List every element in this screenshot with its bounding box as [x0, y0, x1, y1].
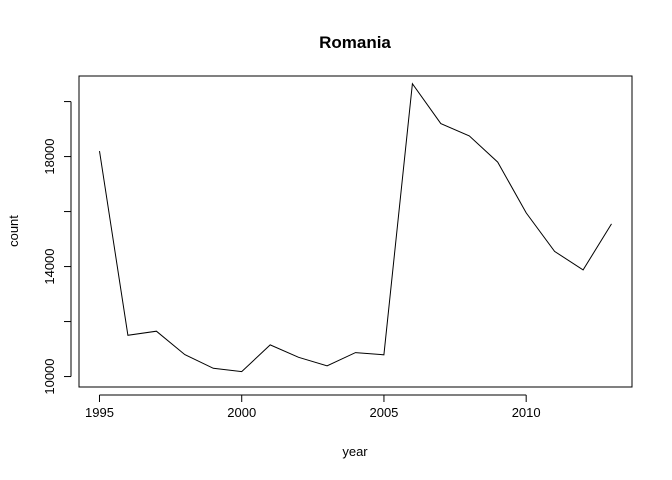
y-tick-label: 18000 — [42, 138, 57, 174]
series-line — [99, 82, 612, 373]
x-tick-label: 1995 — [85, 405, 114, 420]
x-tick-label: 2005 — [369, 405, 398, 420]
x-axis-label: year — [342, 444, 368, 459]
x-axis: 1995 2000 2005 2010 — [85, 394, 541, 420]
y-axis-label: count — [6, 215, 21, 247]
x-tick-label: 2000 — [227, 405, 256, 420]
y-axis: 10000 14000 18000 — [42, 101, 72, 395]
chart-title: Romania — [319, 33, 391, 52]
x-tick-label: 2010 — [512, 405, 541, 420]
y-tick-label: 14000 — [42, 248, 57, 284]
y-tick-label: 10000 — [42, 358, 57, 394]
plot-area-box — [78, 75, 633, 388]
series-group — [99, 82, 612, 373]
